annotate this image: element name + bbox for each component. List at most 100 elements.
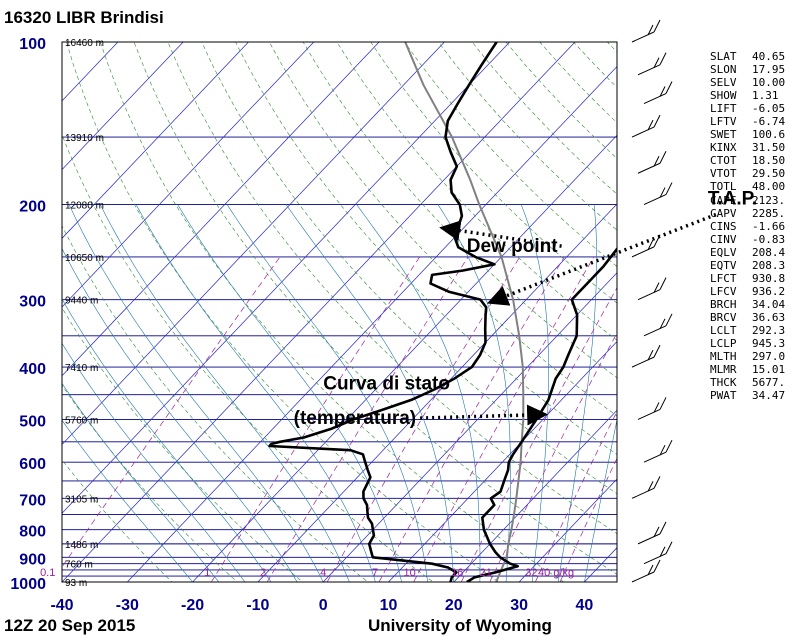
wind-barb-flag [647, 119, 654, 131]
isotherm-line [62, 42, 315, 308]
pressure-tick-label: 500 [19, 413, 46, 430]
index-value: 100.6 [752, 128, 786, 142]
index-key: TOTL [710, 180, 737, 194]
mixing-ratio-line [489, 332, 617, 582]
index-row: CINS -1.66 [710, 220, 800, 233]
index-row: KINX 31.50 [710, 141, 800, 154]
wind-barb-flag [647, 481, 654, 492]
parcel-curve [404, 42, 525, 582]
wind-barb-flag [665, 313, 673, 327]
moist-adiabat-line [520, 204, 549, 582]
wind-barb-flag [665, 541, 673, 554]
observation-time: 12Z 20 Sep 2015 [4, 616, 136, 635]
wind-barb-staff [643, 194, 667, 206]
wind-barb-flag [647, 349, 654, 361]
temperature-tick-label: -30 [116, 597, 139, 614]
index-value: 2123. [752, 193, 786, 207]
annotation-text: T.A.P. [708, 189, 757, 210]
pressure-tick-label: 1000 [10, 576, 46, 593]
moist-adiabat-line [100, 204, 350, 582]
index-value: 34.47 [752, 389, 786, 403]
wind-barb [637, 397, 667, 420]
mixing-ratio-label: 0.1 [40, 567, 55, 579]
index-value: 40.65 [752, 50, 786, 63]
mixing-ratio-line [460, 287, 617, 582]
mixing-ratio-line [559, 457, 617, 582]
pressure-tick-label: 200 [19, 199, 46, 216]
height-label: 5760 m [65, 415, 98, 426]
isotherm-line [62, 42, 445, 446]
index-key: VTOT [710, 167, 737, 181]
isotherm-line [453, 409, 617, 582]
dry-adiabat-line [336, 42, 617, 341]
isotherm-line [518, 478, 617, 582]
index-key: CAPV [710, 206, 737, 220]
mixing-ratio-label: 21 [480, 567, 492, 579]
wind-barb [637, 52, 667, 76]
wind-barb [631, 344, 661, 368]
station-title: 16320 LIBR Brindisi [4, 8, 164, 27]
height-label: 3105 m [65, 494, 98, 505]
temperature-tick-label: 30 [510, 597, 528, 614]
isotherm-line [62, 42, 249, 239]
wind-barb-staff [631, 571, 655, 583]
dry-adiabat-line [66, 42, 500, 582]
index-value: 36.63 [752, 310, 786, 324]
pressure-tick-label: 800 [19, 524, 46, 541]
index-value: 29.50 [752, 167, 786, 181]
wind-barb-flag [665, 81, 673, 94]
mixing-ratio-line [413, 256, 595, 582]
index-value: 2285. [752, 206, 786, 220]
temperature-tick-label: 20 [445, 597, 463, 614]
dry-adiabat-line [404, 42, 617, 267]
temperature-tick-label: 0 [319, 597, 328, 614]
wind-barb-flag [647, 239, 654, 251]
index-key: MLTH [710, 350, 737, 364]
dry-adiabat-line [133, 42, 617, 575]
isotherm-line [62, 42, 576, 582]
annotation-arrow [439, 220, 562, 248]
index-key: CTOT [710, 154, 737, 168]
moist-adiabat-line [62, 298, 272, 582]
wind-barb [643, 81, 673, 104]
moist-adiabat-line [62, 342, 246, 582]
index-row: LCLP 945.3 [710, 337, 800, 350]
dry-adiabat-line [62, 307, 304, 582]
index-value: 34.04 [752, 297, 786, 311]
mixing-ratio-line [211, 256, 420, 582]
dry-adiabat-line [167, 42, 617, 535]
index-key: BRCV [710, 310, 737, 324]
index-row: SWET 100.6 [710, 128, 800, 141]
index-key: EQLV [710, 245, 737, 259]
mixing-ratio-label: 10 [404, 567, 416, 579]
index-key: SHOW [710, 89, 737, 103]
index-value: 15.01 [752, 363, 786, 377]
index-value: -6.74 [752, 115, 786, 129]
annotation-text: Dew point [467, 236, 558, 257]
index-row: CAPV 2285. [710, 207, 800, 220]
wind-barb-staff [637, 289, 661, 301]
wind-barb-flag [653, 559, 661, 573]
dry-adiabat-line [201, 42, 617, 495]
mixing-ratio-label: 1 [204, 567, 210, 579]
height-label: 9440 m [65, 296, 98, 307]
wind-barb [643, 439, 673, 463]
wind-barb-flag [647, 24, 654, 36]
index-value: 292.3 [752, 323, 786, 337]
wind-barb-flag [653, 57, 660, 69]
wind-barb-flag [659, 187, 666, 198]
mixing-ratio-label: 4 [320, 567, 326, 579]
index-key: EQTV [710, 258, 737, 272]
index-value: 936.2 [752, 284, 786, 298]
temperature-tick-label: -40 [50, 597, 73, 614]
moist-adiabat-line [356, 204, 481, 582]
index-row: MLMR 15.01 [710, 363, 800, 376]
wind-barb-staff [631, 31, 655, 43]
index-key: CINV [710, 232, 737, 246]
dry-adiabat-line [302, 42, 617, 379]
wind-barb-flag [653, 526, 660, 538]
plot-frame [61, 41, 618, 583]
pressure-tick-label: 700 [19, 492, 46, 509]
index-key: KINX [710, 141, 737, 155]
index-value: 1.31 [752, 89, 779, 103]
